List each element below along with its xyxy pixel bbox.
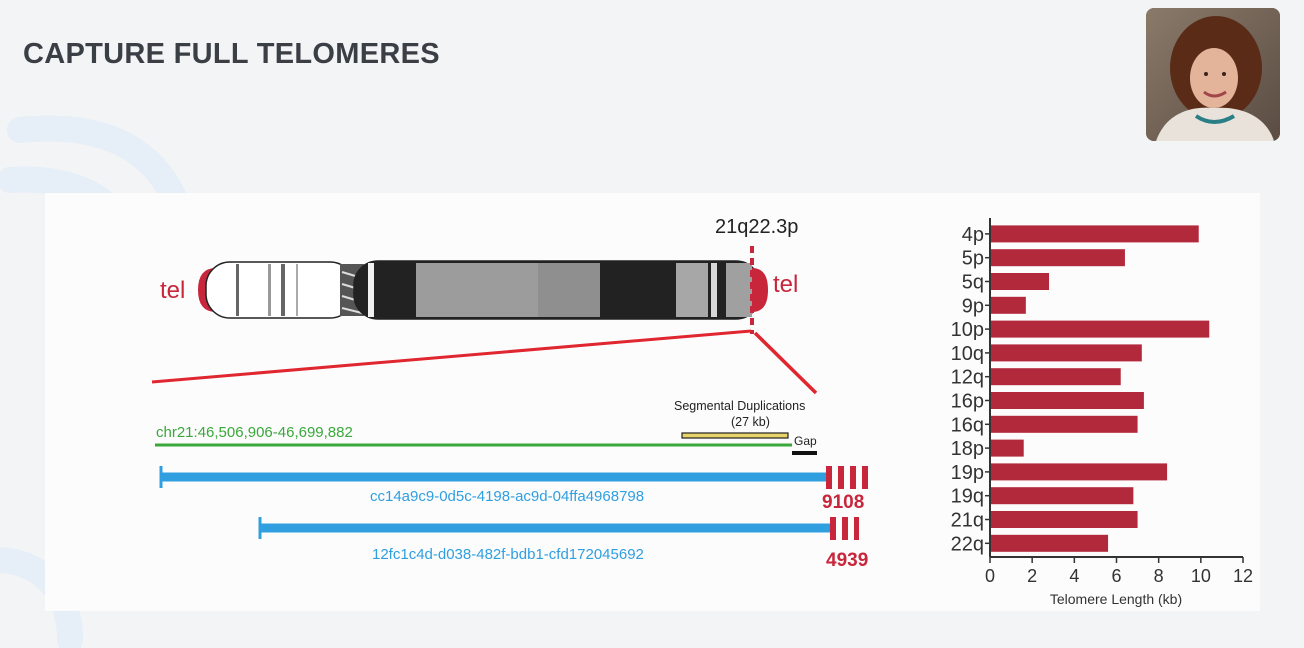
category-label-16p: 16p — [951, 391, 984, 413]
chart-x-ticks: 0 2 4 6 8 10 12 — [985, 557, 1253, 586]
zoom-line-left — [151, 329, 752, 384]
bar-5q — [990, 273, 1050, 290]
segdup-label-line1: Segmental Duplications — [674, 399, 805, 413]
bar-9p — [990, 296, 1026, 314]
bar-5p — [990, 249, 1125, 267]
read-1-id: cc14a9c9-0d5c-4198-ac9d-04ffa4968798 — [370, 488, 644, 505]
segdup-label-line2: (27 kb) — [731, 415, 770, 429]
x-tick-label-6: 6 — [1111, 566, 1121, 586]
chart-x-axis-label: Telomere Length (kb) — [1050, 591, 1182, 607]
x-tick-label-10: 10 — [1191, 566, 1211, 586]
speaker-webcam-photo-icon — [1146, 8, 1280, 141]
gap-label: Gap — [794, 434, 817, 448]
x-tick-label-2: 2 — [1027, 566, 1037, 586]
category-label-19q: 19q — [951, 486, 984, 508]
short-arm-bands — [236, 264, 298, 316]
category-label-19p: 19p — [951, 462, 984, 484]
read-2-id: 12fc1c4d-d038-482f-bdb1-cfd172045692 — [372, 546, 644, 563]
read-1-telomere-length: 9108 — [822, 492, 864, 513]
bar-21q — [990, 511, 1138, 528]
bar-16p — [990, 392, 1144, 409]
chart-bars-group — [990, 225, 1210, 552]
bar-10q — [990, 344, 1142, 362]
bar-22q — [990, 534, 1109, 552]
category-label-5p: 5p — [962, 248, 984, 270]
category-label-22q: 22q — [951, 533, 984, 555]
category-label-16q: 16q — [951, 414, 984, 436]
telomere-genome-figure: tel tel 21q22.3p Segmental Duplications … — [151, 216, 868, 571]
x-tick-label-12: 12 — [1233, 566, 1253, 586]
read-2-telomere-repeats — [830, 517, 859, 540]
bar-19q — [990, 487, 1134, 505]
category-label-9p: 9p — [962, 295, 984, 317]
bar-12q — [990, 368, 1121, 386]
bar-10p — [990, 320, 1210, 338]
category-label-12q: 12q — [951, 367, 984, 389]
reference-coordinates: chr21:46,506,906-46,699,882 — [156, 424, 353, 441]
locus-label: 21q22.3p — [715, 216, 798, 238]
chromosome-ideogram — [198, 246, 768, 334]
right-tel-label: tel — [773, 271, 798, 298]
x-tick-label-8: 8 — [1154, 566, 1164, 586]
slide-title: CAPTURE FULL TELOMERES — [23, 38, 440, 70]
bar-18p — [990, 439, 1024, 457]
read-1-telomere-repeats — [826, 466, 868, 489]
short-arm — [205, 261, 355, 319]
bar-4p — [990, 225, 1199, 243]
category-label-21q: 21q — [951, 510, 984, 532]
category-label-5q: 5q — [962, 272, 984, 294]
x-tick-label-4: 4 — [1069, 566, 1079, 586]
category-label-4p: 4p — [962, 224, 984, 246]
category-label-18p: 18p — [951, 438, 984, 460]
category-label-10p: 10p — [951, 319, 984, 341]
segmental-duplication-box — [681, 432, 789, 439]
bar-16q — [990, 415, 1138, 433]
category-label-10q: 10q — [951, 343, 984, 365]
zoom-line-right — [753, 331, 818, 395]
read-2-telomere-length: 4939 — [826, 550, 868, 571]
left-tel-label: tel — [160, 277, 185, 304]
gap-marker — [792, 451, 817, 455]
x-tick-label-0: 0 — [985, 566, 995, 586]
right-telomere-cap — [752, 268, 768, 312]
speaker-webcam-thumbnail — [1146, 8, 1280, 141]
bar-19p — [990, 463, 1168, 481]
